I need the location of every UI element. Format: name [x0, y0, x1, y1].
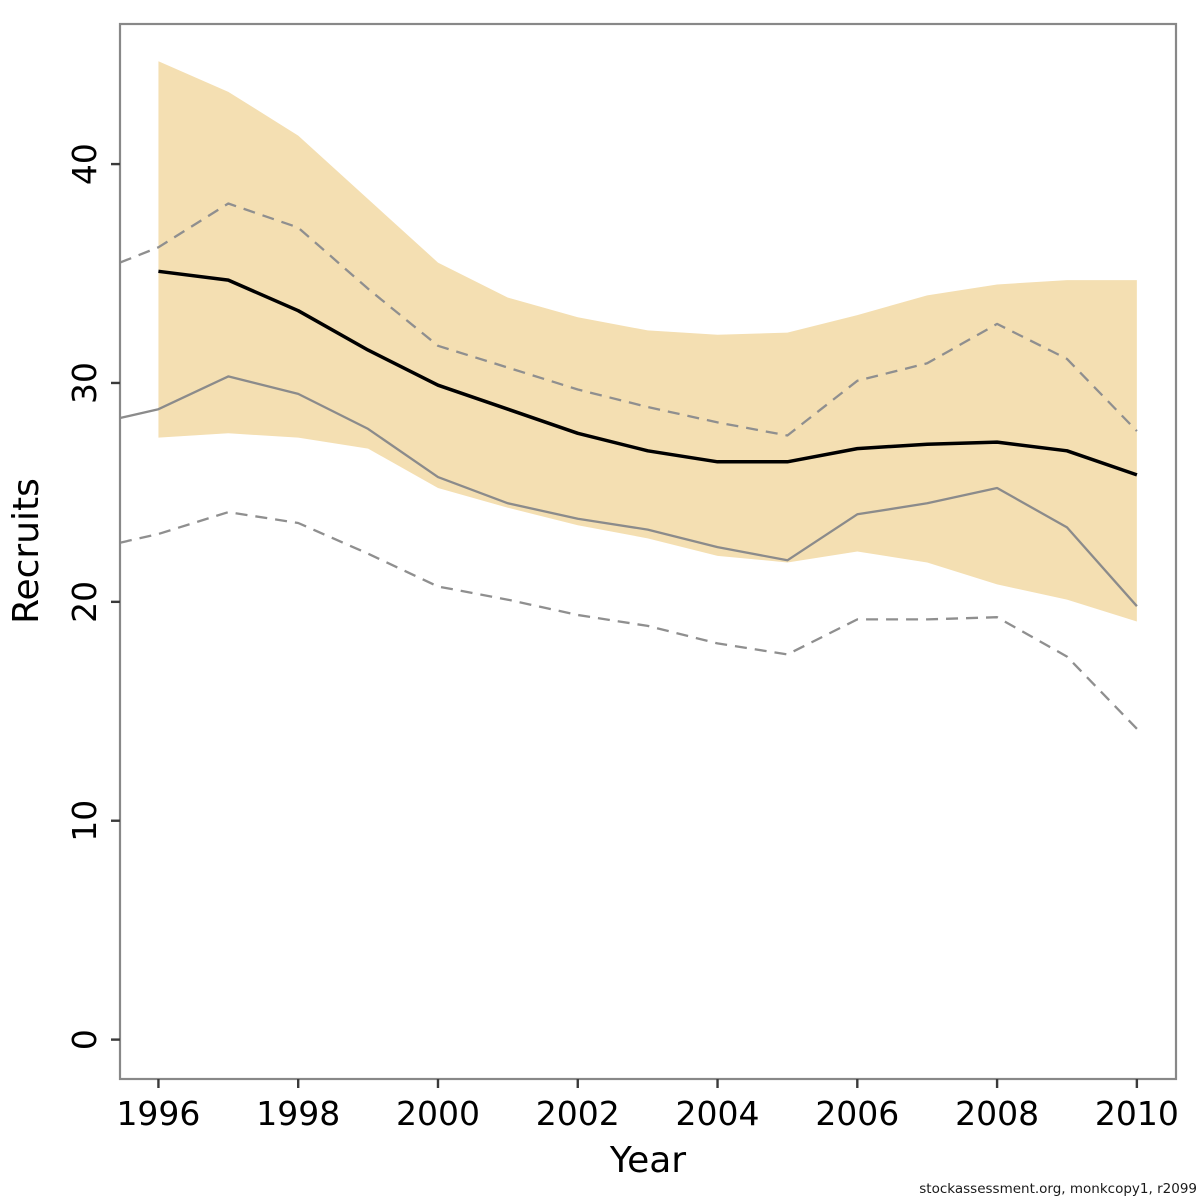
- x-axis-tick-label: 2000: [396, 1094, 480, 1133]
- gray-upper-dashed-line: [119, 202, 1138, 437]
- y-axis-tick-label: 30: [65, 362, 104, 404]
- watermark-text: stockassessment.org, monkcopy1, r2099: [919, 1181, 1197, 1197]
- x-axis-tick-label: 1998: [256, 1094, 340, 1133]
- confidence-band-layer: [158, 61, 1137, 622]
- confidence-band: [158, 61, 1137, 622]
- gray-lower-dashed-line: [119, 510, 1138, 730]
- y-axis-tick-label: 10: [65, 800, 104, 842]
- x-axis-tick-label: 1996: [116, 1094, 200, 1133]
- y-axis-tick-label: 40: [65, 143, 104, 185]
- x-axis-tick-label: 2010: [1095, 1094, 1179, 1133]
- plot-box: [118, 22, 1178, 1081]
- x-axis-tick-label: 2008: [955, 1094, 1039, 1133]
- y-axis-title: Recruits: [6, 478, 47, 624]
- x-axis-tick-label: 2002: [536, 1094, 620, 1133]
- y-axis-tick-label: 0: [65, 1029, 104, 1050]
- y-axis-tick-label: 20: [65, 581, 104, 623]
- x-axis-tick-label: 2004: [676, 1094, 760, 1133]
- x-axis-title: Year: [609, 1140, 686, 1181]
- black-median-line: [158, 269, 1138, 477]
- series-layer: [119, 202, 1138, 730]
- axes-layer: 1996 1998 2000 2002 2004 2006 2008 2010 0 10 20 30 4…: [65, 22, 1179, 1133]
- gray-solid-line: [119, 375, 1138, 607]
- x-axis-tick-label: 2006: [815, 1094, 899, 1133]
